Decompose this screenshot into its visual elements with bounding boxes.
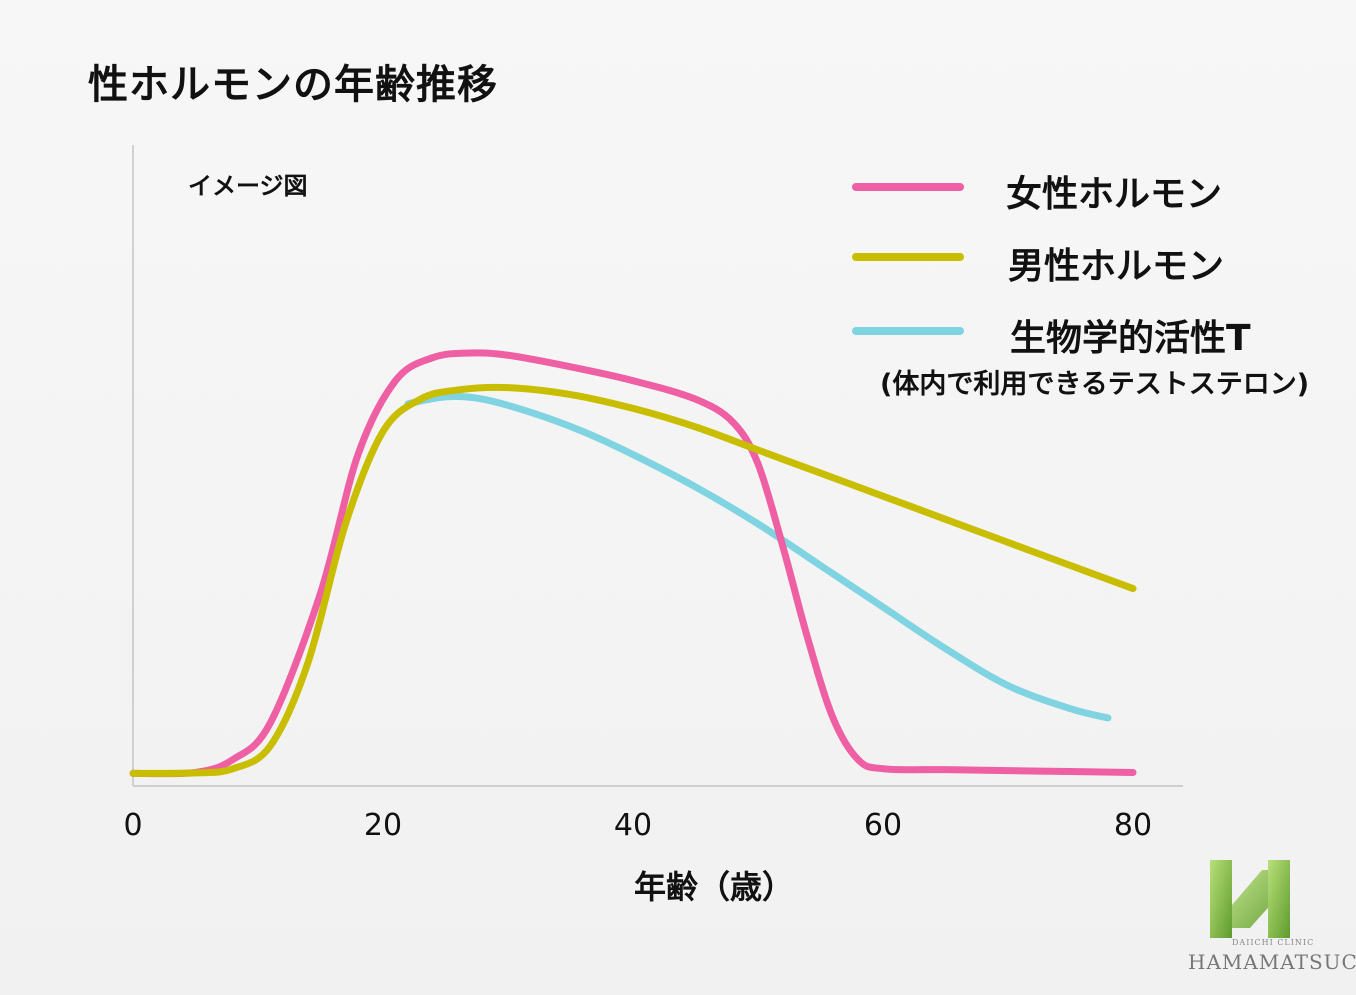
page-title: 性ホルモンの年齢推移 — [88, 62, 498, 108]
x-axis-label: 年齢（歳） — [634, 868, 795, 906]
series-line-male-hormone — [129, 383, 1137, 777]
series-layer — [129, 349, 1137, 778]
x-tick-label: 0 — [123, 808, 143, 843]
x-tick-label: 40 — [613, 808, 653, 843]
image-note: イメージ図 — [188, 172, 308, 200]
x-tick-label: 80 — [1113, 808, 1153, 843]
legend-swatch-female — [852, 183, 964, 191]
logo-text: HAMAMATSUCHO — [1188, 950, 1356, 974]
series-line-female-hormone — [129, 349, 1137, 778]
logo-subtext: DAIICHI CLINIC — [1232, 938, 1315, 947]
legend-swatch-bioavailable — [852, 327, 964, 335]
legend-label-female: 女性ホルモン — [1006, 174, 1223, 215]
legend-sublabel-bioavailable: (体内で利用できるテストステロン) — [880, 369, 1310, 400]
legend-label-bioavailable: 生物学的活性T — [1010, 318, 1251, 359]
clinic-logo — [1210, 860, 1290, 938]
legend-swatch-male — [852, 253, 964, 261]
x-tick-label: 60 — [863, 808, 903, 843]
legend-label-male: 男性ホルモン — [1008, 246, 1225, 287]
x-tick-label: 20 — [363, 808, 403, 843]
series-line-bioavailable-t — [404, 393, 1112, 722]
